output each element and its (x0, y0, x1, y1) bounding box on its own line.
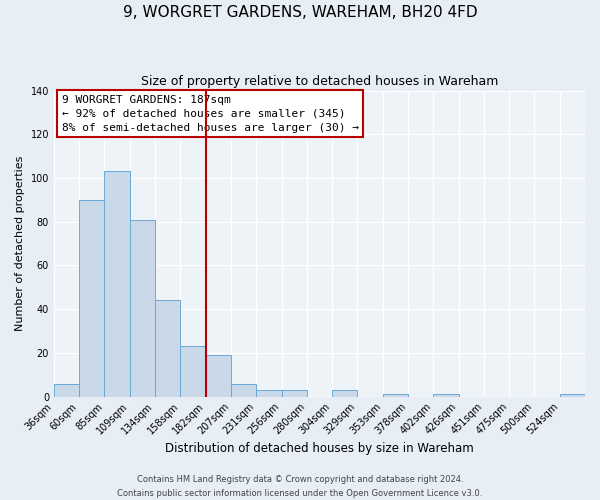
Bar (383, 394, 408, 396)
Text: 9 WORGRET GARDENS: 187sqm
← 92% of detached houses are smaller (345)
8% of semi-: 9 WORGRET GARDENS: 187sqm ← 92% of detac… (62, 95, 359, 133)
Y-axis label: Number of detached properties: Number of detached properties (15, 156, 25, 332)
Bar (560, 394, 585, 396)
Bar (54, 384, 79, 396)
Bar (155, 300, 181, 396)
Bar (231, 384, 256, 396)
Text: 9, WORGRET GARDENS, WAREHAM, BH20 4FD: 9, WORGRET GARDENS, WAREHAM, BH20 4FD (122, 5, 478, 20)
Text: Contains HM Land Registry data © Crown copyright and database right 2024.
Contai: Contains HM Land Registry data © Crown c… (118, 476, 482, 498)
Bar (281, 390, 307, 396)
Bar (181, 346, 206, 397)
Bar (433, 394, 458, 396)
Bar (206, 355, 231, 397)
Bar (104, 172, 130, 396)
Bar (332, 390, 358, 396)
X-axis label: Distribution of detached houses by size in Wareham: Distribution of detached houses by size … (165, 442, 474, 455)
Title: Size of property relative to detached houses in Wareham: Size of property relative to detached ho… (141, 75, 498, 88)
Bar (256, 390, 281, 396)
Bar (79, 200, 104, 396)
Bar (130, 220, 155, 396)
